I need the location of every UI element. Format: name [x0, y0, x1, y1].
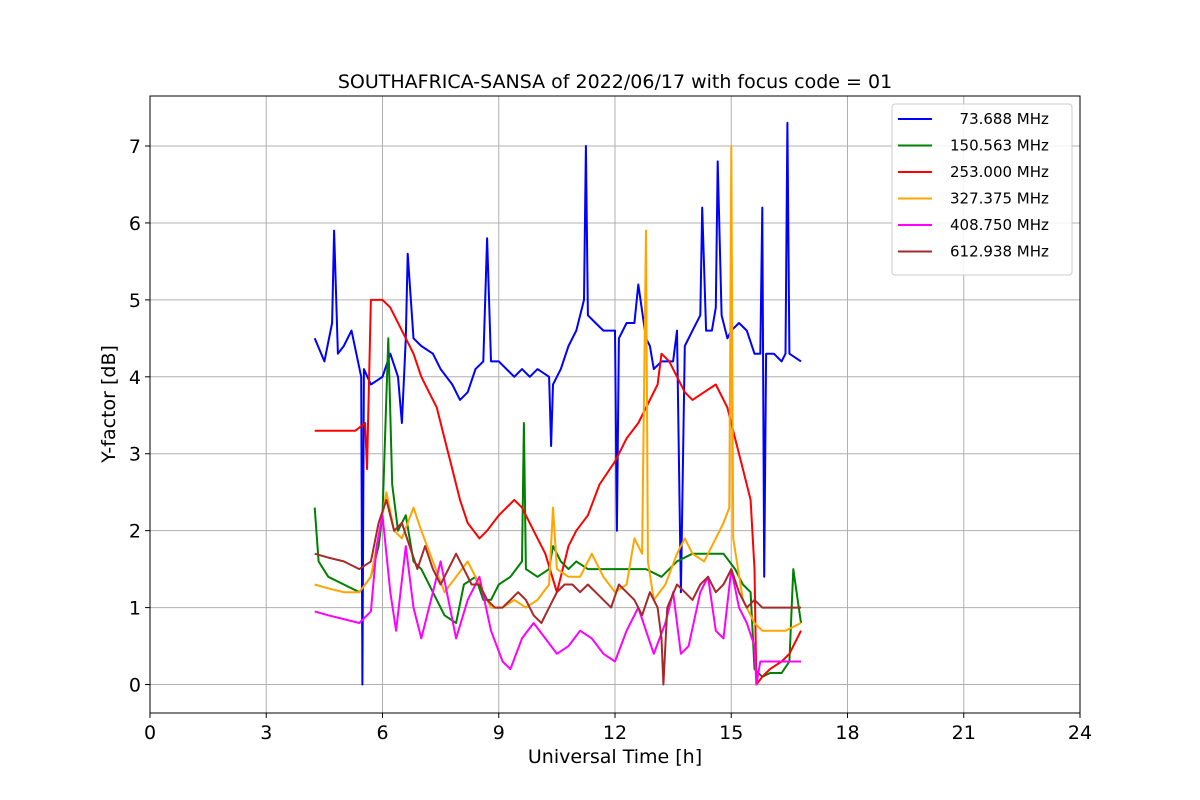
- legend-label-2: 253.000 MHz: [950, 163, 1049, 181]
- x-tick-label: 9: [493, 722, 505, 744]
- series-line-2: [314, 298, 802, 686]
- series-layer: [313, 121, 802, 686]
- y-tick-label: 1: [129, 598, 141, 620]
- y-tick-label: 7: [129, 136, 141, 158]
- x-tick-label: 3: [260, 722, 272, 744]
- y-axis-label: Y-factor [dB]: [98, 345, 120, 464]
- y-axis: 0 1 2 3 4 5 6 7: [129, 136, 150, 697]
- x-tick-label: 18: [835, 722, 859, 744]
- legend-label-5: 612.938 MHz: [950, 243, 1049, 261]
- x-tick-label: 6: [376, 722, 388, 744]
- legend-label-4: 408.750 MHz: [950, 216, 1049, 234]
- chart-title: SOUTHAFRICA-SANSA of 2022/06/17 with foc…: [338, 71, 892, 93]
- y-tick-label: 3: [129, 444, 141, 466]
- series-line-4: [314, 514, 801, 686]
- x-axis: 0 3 6 9 12 15 18 21 24: [144, 713, 1092, 744]
- x-tick-label: 21: [952, 722, 976, 744]
- x-tick-label: 12: [603, 722, 627, 744]
- legend-label-3: 327.375 MHz: [950, 190, 1049, 208]
- x-axis-label: Universal Time [h]: [528, 746, 702, 768]
- x-tick-label: 0: [144, 722, 156, 744]
- legend-box: [891, 103, 1073, 276]
- y-tick-label: 6: [129, 213, 141, 235]
- x-tick-label: 15: [719, 722, 743, 744]
- legend: 73.688 MHz 150.563 MHz 253.000 MHz 327.375 …: [891, 103, 1073, 276]
- x-tick-label: 24: [1068, 722, 1092, 744]
- series-line-3: [314, 145, 802, 632]
- y-tick-label: 5: [129, 290, 141, 312]
- y-tick-label: 0: [129, 675, 141, 697]
- legend-label-0: 73.688 MHz: [950, 110, 1049, 128]
- series-line-5: [314, 498, 801, 686]
- y-tick-label: 2: [129, 521, 141, 543]
- y-tick-label: 4: [129, 367, 141, 389]
- legend-label-1: 150.563 MHz: [950, 137, 1049, 155]
